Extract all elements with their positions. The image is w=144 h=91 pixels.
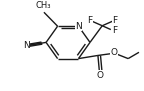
Text: F: F bbox=[87, 16, 92, 25]
Text: F: F bbox=[112, 25, 117, 34]
Text: O: O bbox=[97, 71, 104, 80]
Text: F: F bbox=[112, 16, 117, 25]
Text: N: N bbox=[75, 22, 82, 31]
Text: CH₃: CH₃ bbox=[35, 1, 51, 10]
Text: O: O bbox=[110, 48, 117, 57]
Text: N: N bbox=[23, 41, 30, 50]
